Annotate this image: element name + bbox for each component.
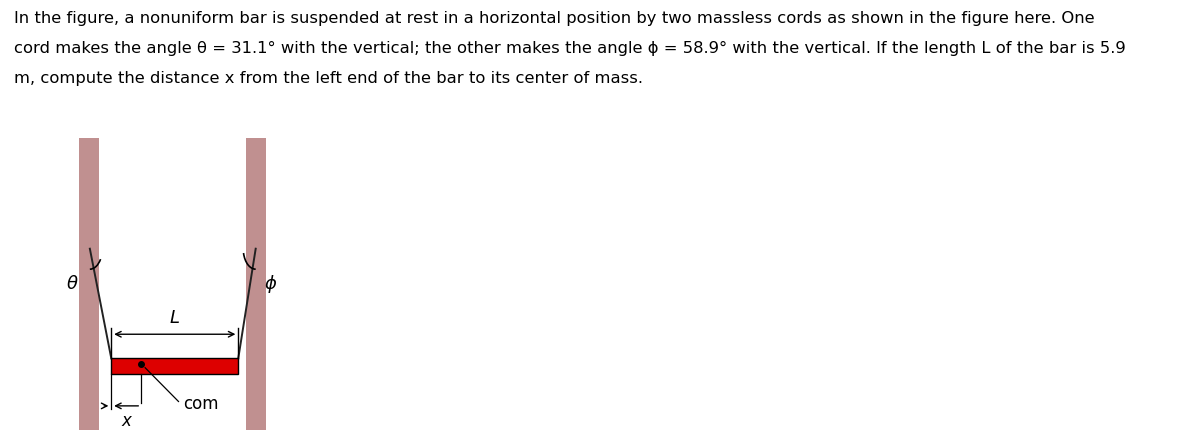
Bar [246,138,265,430]
Text: com: com [184,396,218,413]
Text: x: x [121,412,131,430]
Text: L: L [169,309,180,327]
Bar [79,138,98,430]
Bar [112,358,239,374]
Text: cord makes the angle θ = 31.1° with the vertical; the other makes the angle ϕ = : cord makes the angle θ = 31.1° with the … [14,41,1126,56]
Text: θ: θ [67,275,78,293]
Text: ϕ: ϕ [265,275,276,293]
Text: m, compute the distance x from the left end of the bar to its center of mass.: m, compute the distance x from the left … [14,71,643,86]
Text: In the figure, a nonuniform bar is suspended at rest in a horizontal position by: In the figure, a nonuniform bar is suspe… [14,11,1096,26]
